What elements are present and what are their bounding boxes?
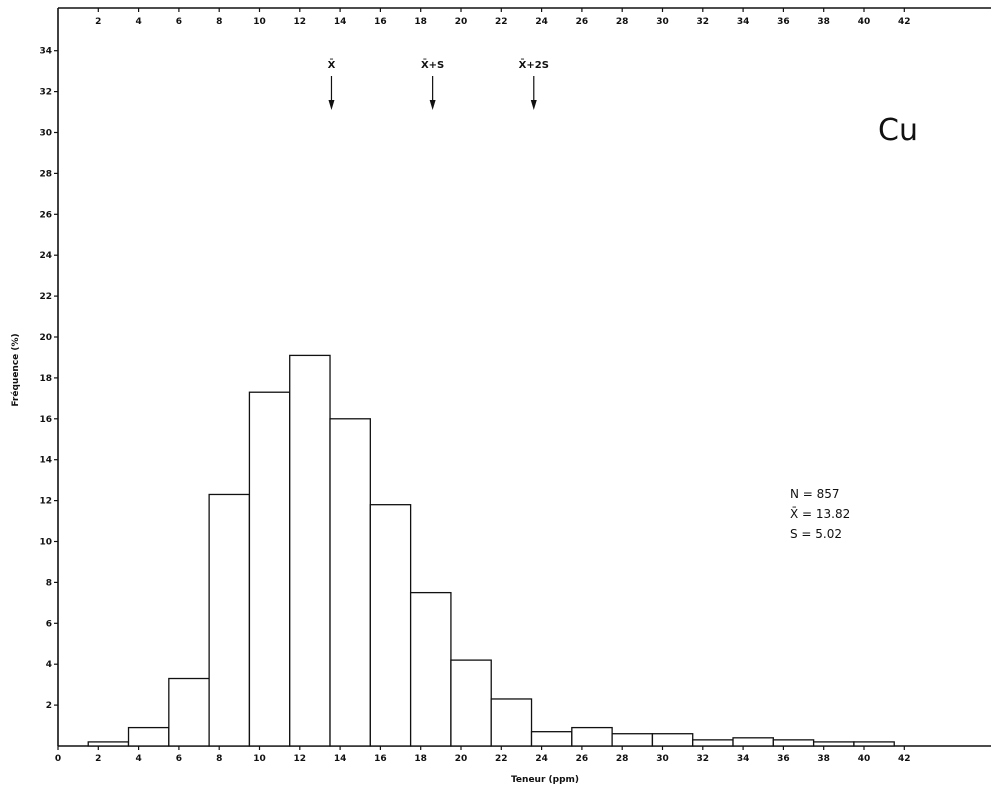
stat-mean: X̄ = 13.82 bbox=[790, 507, 850, 521]
y-tick-label: 30 bbox=[39, 129, 52, 139]
top-tick-label: 32 bbox=[697, 17, 710, 27]
y-tick-label: 26 bbox=[39, 210, 52, 220]
histogram-bar bbox=[772, 739, 815, 747]
x-tick-label: 30 bbox=[656, 754, 669, 764]
top-tick-label: 10 bbox=[253, 17, 266, 27]
histogram-bar bbox=[853, 741, 895, 747]
x-tick-label: 40 bbox=[858, 754, 871, 764]
marker-arrow-head bbox=[429, 100, 436, 110]
stat-sd: S = 5.02 bbox=[790, 527, 842, 541]
x-tick-label: 4 bbox=[135, 754, 141, 764]
top-tick-label: 34 bbox=[737, 17, 750, 27]
element-label: Cu bbox=[878, 113, 918, 148]
x-tick-label: 10 bbox=[253, 754, 266, 764]
y-axis-label: Fréquence (%) bbox=[10, 333, 21, 406]
x-tick-label: 34 bbox=[737, 754, 750, 764]
x-tick-label: 38 bbox=[817, 754, 830, 764]
y-tick-label: 32 bbox=[39, 88, 52, 98]
top-tick-label: 6 bbox=[176, 17, 182, 27]
histogram-bar bbox=[409, 591, 452, 747]
x-axis-label: Teneur (ppm) bbox=[511, 775, 579, 785]
y-tick-label: 34 bbox=[39, 47, 52, 57]
y-tick-label: 6 bbox=[46, 619, 52, 629]
histogram-bar bbox=[87, 741, 130, 747]
top-tick-label: 24 bbox=[535, 17, 548, 27]
x-tick-label: 36 bbox=[777, 754, 790, 764]
y-tick-label: 22 bbox=[39, 292, 52, 302]
x-tick-label: 32 bbox=[697, 754, 710, 764]
top-tick-label: 42 bbox=[898, 17, 911, 27]
top-tick-label: 40 bbox=[858, 17, 871, 27]
y-tick-label: 2 bbox=[46, 701, 52, 711]
top-tick-label: 22 bbox=[495, 17, 508, 27]
x-tick-label: 26 bbox=[576, 754, 589, 764]
x-tick-label: 6 bbox=[176, 754, 182, 764]
marker-label: X̄+2S bbox=[519, 58, 549, 71]
marker-label: X̄ bbox=[328, 58, 336, 71]
top-tick-label: 30 bbox=[656, 17, 669, 27]
y-tick-label: 10 bbox=[39, 538, 52, 548]
histogram-bar bbox=[651, 733, 694, 747]
stat-n: N = 857 bbox=[790, 487, 840, 501]
histogram-bar bbox=[168, 677, 210, 747]
y-tick-label: 14 bbox=[39, 456, 52, 466]
histogram-bar bbox=[208, 493, 251, 747]
x-tick-label: 8 bbox=[216, 754, 222, 764]
y-tick-label: 16 bbox=[39, 415, 52, 425]
y-tick-label: 4 bbox=[46, 660, 52, 670]
top-tick-label: 26 bbox=[576, 17, 589, 27]
top-tick-label: 18 bbox=[414, 17, 427, 27]
top-tick-label: 16 bbox=[374, 17, 387, 27]
x-tick-label: 22 bbox=[495, 754, 508, 764]
top-tick-label: 4 bbox=[135, 17, 141, 27]
histogram-bar bbox=[812, 741, 855, 747]
histogram-bar bbox=[369, 504, 412, 747]
top-tick-label: 20 bbox=[455, 17, 468, 27]
histogram-bar bbox=[127, 726, 170, 747]
y-tick-label: 12 bbox=[39, 497, 52, 507]
histogram-bar bbox=[732, 737, 774, 747]
top-tick-label: 28 bbox=[616, 17, 629, 27]
y-tick-label: 28 bbox=[39, 169, 52, 179]
x-tick-label: 20 bbox=[455, 754, 468, 764]
histogram-bar bbox=[329, 418, 371, 747]
histogram-bar bbox=[692, 739, 734, 747]
x-tick-label: 12 bbox=[294, 754, 307, 764]
histogram-bar bbox=[490, 698, 533, 747]
histogram-bar bbox=[611, 733, 654, 747]
marker-arrow-head bbox=[530, 100, 537, 110]
x-tick-label: 42 bbox=[898, 754, 911, 764]
y-tick-label: 18 bbox=[39, 374, 52, 384]
marker-label: X̄+S bbox=[421, 58, 444, 71]
histogram-bar bbox=[289, 354, 331, 747]
histogram-bar bbox=[450, 659, 492, 747]
top-tick-label: 36 bbox=[777, 17, 790, 27]
x-tick-label: 2 bbox=[95, 754, 101, 764]
y-tick-label: 24 bbox=[39, 251, 52, 261]
histogram-bar bbox=[571, 726, 613, 747]
histogram-bar bbox=[530, 731, 573, 747]
histogram-bar bbox=[248, 391, 291, 747]
statistic-markers: X̄ X̄+S X̄+2S bbox=[328, 58, 549, 110]
histogram-bars bbox=[87, 354, 895, 747]
top-tick-label: 8 bbox=[216, 17, 222, 27]
top-tick-label: 38 bbox=[817, 17, 830, 27]
x-tick-label: 24 bbox=[535, 754, 548, 764]
x-tick-label: 14 bbox=[334, 754, 347, 764]
x-tick-label: 0 bbox=[55, 754, 61, 764]
top-tick-label: 2 bbox=[95, 17, 101, 27]
y-tick-label: 8 bbox=[46, 578, 52, 588]
y-tick-label: 20 bbox=[39, 333, 52, 343]
x-tick-label: 18 bbox=[414, 754, 427, 764]
tick-labels: 0 2 4 6 8 10 12 14 16 18 20 22 24 26 28 30 32 34 36 38 40 422… bbox=[39, 8, 911, 764]
top-tick-label: 14 bbox=[334, 17, 347, 27]
marker-arrow-head bbox=[328, 100, 335, 110]
top-tick-label: 12 bbox=[294, 17, 307, 27]
x-tick-label: 28 bbox=[616, 754, 629, 764]
x-tick-label: 16 bbox=[374, 754, 387, 764]
axes bbox=[57, 7, 991, 747]
